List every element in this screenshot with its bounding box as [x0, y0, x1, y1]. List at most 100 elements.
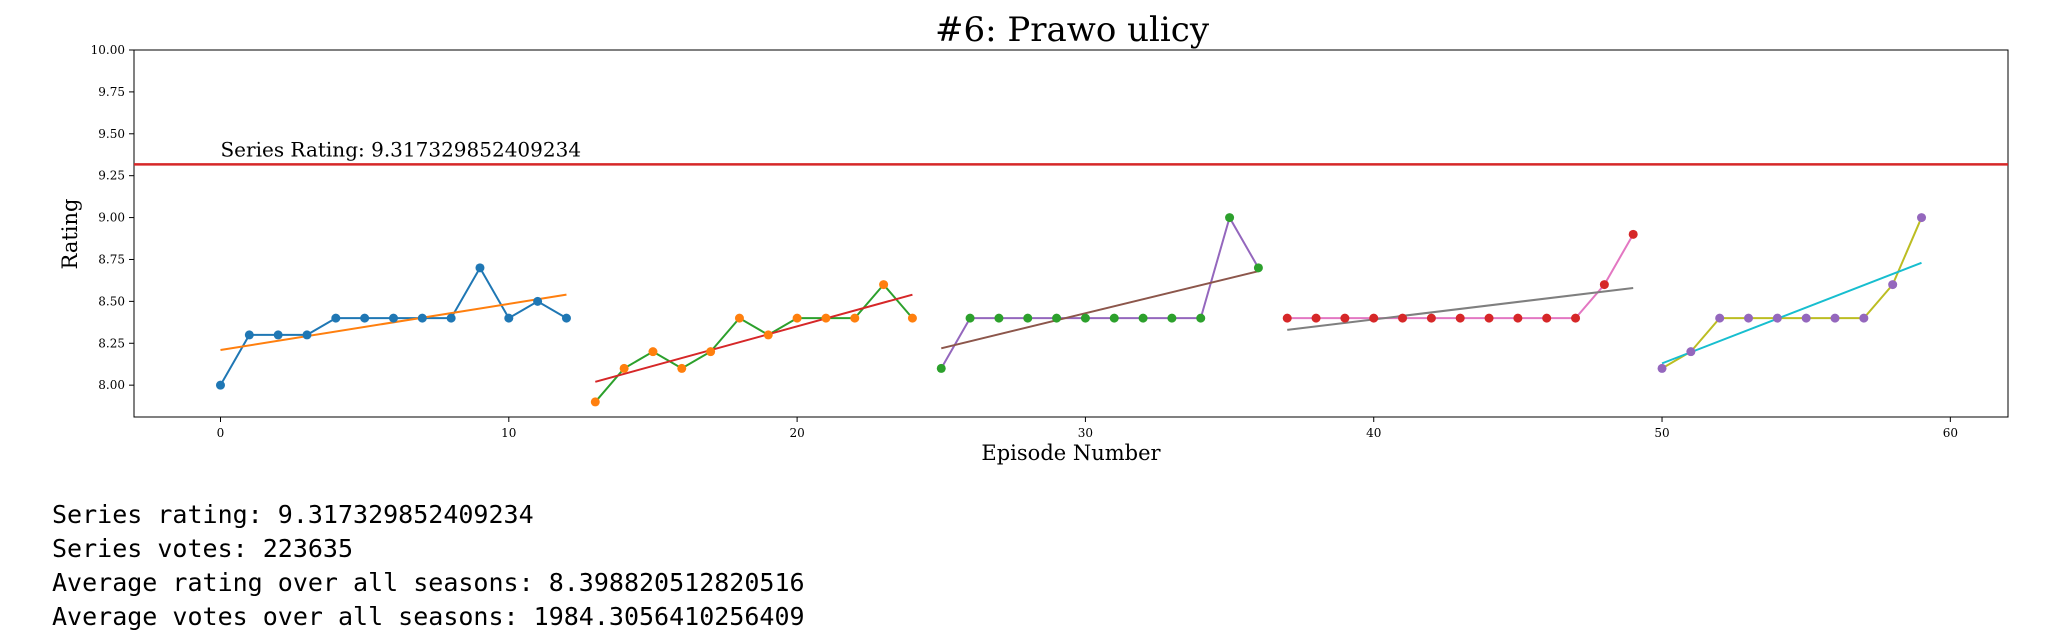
season-5-point — [1917, 213, 1927, 223]
season-4-line — [1287, 233, 1635, 320]
season-4-point — [1282, 313, 1292, 323]
season-4-point — [1571, 313, 1581, 323]
y-tick-label: 10.00 — [91, 43, 125, 57]
season-5-point — [1830, 313, 1840, 323]
season-5-trend-line — [1661, 261, 1922, 365]
season-5-point — [1888, 280, 1898, 290]
data-points-layer — [215, 213, 1927, 407]
season-1-point — [504, 313, 514, 323]
season-4-point — [1340, 313, 1350, 323]
season-4-point — [1369, 313, 1379, 323]
season-4-point — [1513, 313, 1523, 323]
season-3-point — [1052, 313, 1062, 323]
season-5-point — [1657, 363, 1667, 373]
season-1-point — [360, 313, 370, 323]
season-3-point — [1023, 313, 1033, 323]
series-rating-text: Series rating: 9.317329852409234 — [52, 500, 534, 529]
y-axis-ticks: 8.00 8.25 8.50 8.75 9.00 9.25 9.50 9.75 10.00 — [91, 43, 134, 392]
season-4-point — [1599, 280, 1609, 290]
y-tick-label: 8.75 — [98, 252, 125, 266]
season-1-point — [273, 330, 283, 340]
rating-chart: #6: Prawo ulicy 0 10 20 30 40 50 60 8.008.258.… — [58, 10, 2009, 465]
season-2-point — [734, 313, 744, 323]
season-2-point — [821, 313, 831, 323]
average-votes-text: Average votes over all seasons: 1984.305… — [52, 602, 805, 631]
season-5-point — [1744, 313, 1754, 323]
season-2-point — [590, 397, 600, 407]
y-tick-label: 8.50 — [98, 294, 125, 308]
season-2-point — [792, 313, 802, 323]
season-2-point — [648, 347, 658, 357]
season-2-point — [706, 347, 716, 357]
season-1-point — [244, 330, 254, 340]
y-tick-label: 8.00 — [98, 378, 125, 392]
season-2-point — [907, 313, 917, 323]
stats-output: Series rating: 9.317329852409234 Series … — [52, 498, 805, 634]
season-1-point — [417, 313, 427, 323]
season-3-point — [1225, 213, 1235, 223]
season-2-line — [594, 283, 914, 403]
season-5-point — [1772, 313, 1782, 323]
chart-title: #6: Prawo ulicy — [935, 10, 1210, 50]
season-1-line — [219, 265, 567, 386]
series-rating-label: Series Rating: 9.317329852409234 — [220, 137, 581, 161]
x-tick-label: 40 — [1366, 426, 1381, 440]
x-tick-label: 60 — [1943, 426, 1958, 440]
season-2-point — [879, 280, 889, 290]
season-1-point — [302, 330, 312, 340]
season-1-point — [388, 313, 398, 323]
x-tick-label: 0 — [217, 426, 225, 440]
season-5-point — [1801, 313, 1811, 323]
season-1-point — [475, 263, 485, 273]
season-3-trend-line — [941, 270, 1259, 350]
season-4-point — [1398, 313, 1408, 323]
season-3-point — [1138, 313, 1148, 323]
season-2-point — [763, 330, 773, 340]
season-2-point — [619, 363, 629, 373]
y-tick-label: 9.75 — [98, 85, 125, 99]
season-3-point — [1196, 313, 1206, 323]
season-5-point — [1859, 313, 1869, 323]
season-3-point — [1080, 313, 1090, 323]
season-2-point — [850, 313, 860, 323]
season-4-point — [1628, 229, 1638, 239]
season-1-point — [446, 313, 456, 323]
season-5-point — [1686, 347, 1696, 357]
x-tick-label: 50 — [1654, 426, 1669, 440]
series-votes-text: Series votes: 223635 — [52, 534, 354, 563]
season-4-point — [1542, 313, 1552, 323]
y-axis-label: Rating — [58, 199, 82, 270]
season-5-line — [1661, 217, 1923, 370]
season-1-point — [533, 296, 543, 306]
season-3-point — [1167, 313, 1177, 323]
season-4-point — [1455, 313, 1465, 323]
x-tick-label: 20 — [789, 426, 804, 440]
x-axis-label: Episode Number — [981, 441, 1161, 465]
x-tick-label: 10 — [501, 426, 516, 440]
y-tick-label: 9.25 — [98, 169, 125, 183]
season-4-point — [1484, 313, 1494, 323]
trend-lines-layer — [220, 261, 1922, 383]
season-3-point — [1109, 313, 1119, 323]
season-3-point — [1253, 263, 1263, 273]
x-axis-ticks: 0 10 20 30 40 50 60 — [217, 417, 1958, 440]
season-3-point — [965, 313, 975, 323]
season-1-point — [561, 313, 571, 323]
y-tick-label: 8.25 — [98, 336, 125, 350]
y-tick-label: 9.50 — [98, 127, 125, 141]
season-4-trend-line — [1287, 286, 1634, 331]
x-tick-label: 30 — [1078, 426, 1093, 440]
season-3-point — [936, 363, 946, 373]
season-3-point — [994, 313, 1004, 323]
season-2-point — [677, 363, 687, 373]
average-rating-text: Average rating over all seasons: 8.39882… — [52, 568, 805, 597]
season-1-point — [331, 313, 341, 323]
season-4-point — [1311, 313, 1321, 323]
season-4-point — [1426, 313, 1436, 323]
y-tick-label: 9.00 — [98, 211, 125, 225]
season-3-line — [940, 215, 1260, 369]
season-5-point — [1715, 313, 1725, 323]
season-2-trend-line — [595, 293, 913, 383]
season-1-point — [215, 380, 225, 390]
plot-area — [133, 49, 2009, 418]
